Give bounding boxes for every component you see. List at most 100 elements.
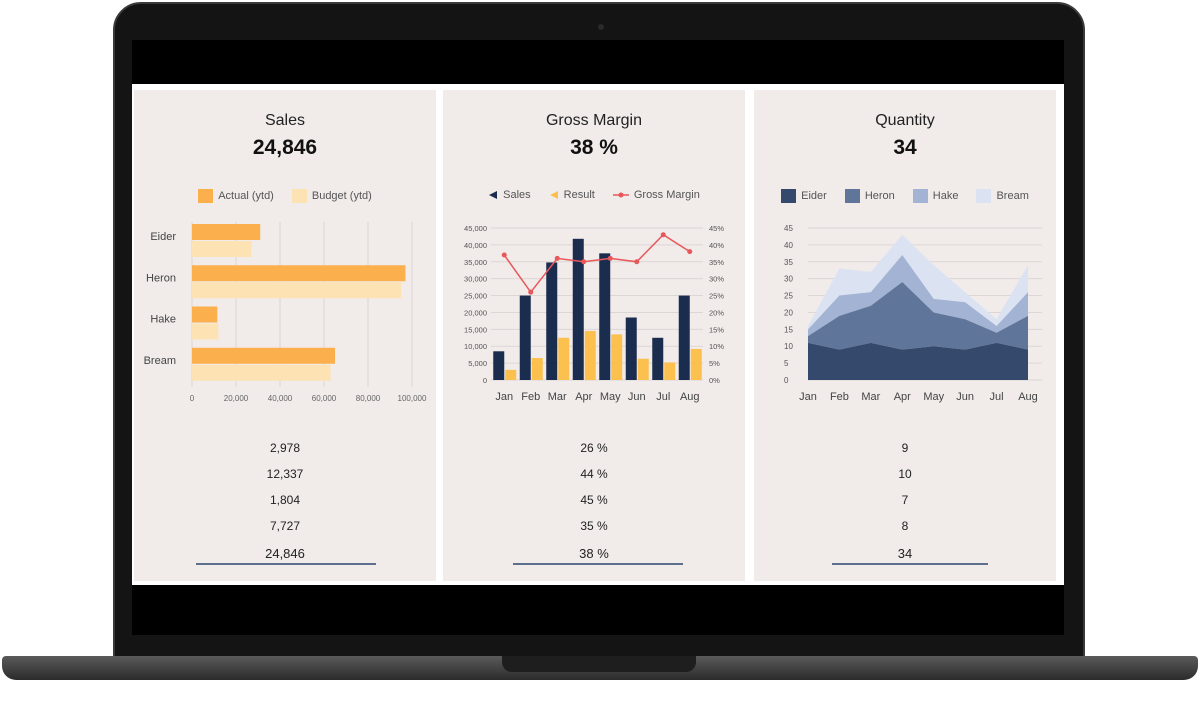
legend-item-budget[interactable]: Budget (ytd) bbox=[291, 189, 372, 203]
x-tick-label: 80,000 bbox=[356, 394, 381, 403]
quantity-area-chart: 0 5 10 15 20 25 30 35 40 45 Jan Feb Mar Apr May Jun Jul A… bbox=[784, 224, 1042, 403]
legend-label: Sales bbox=[503, 189, 531, 201]
row-value: 26 % bbox=[580, 441, 608, 455]
total-underline bbox=[196, 563, 376, 565]
y-tick-label: 30,000 bbox=[464, 275, 487, 284]
y-tick-label: 45,000 bbox=[464, 224, 487, 233]
x-tick-label: Apr bbox=[575, 391, 592, 403]
legend-item-eider[interactable]: Eider bbox=[781, 189, 827, 203]
row-value: 45 % bbox=[580, 493, 608, 507]
legend-label: Eider bbox=[801, 190, 827, 202]
y-tick-label: 40 bbox=[784, 241, 793, 250]
triangle-left-icon bbox=[489, 191, 498, 199]
y2-tick-label: 5% bbox=[709, 359, 720, 368]
gross-margin-point bbox=[634, 259, 640, 265]
legend-item-gross-margin[interactable]: Gross Margin bbox=[612, 189, 700, 201]
legend-item-heron[interactable]: Heron bbox=[844, 189, 895, 203]
panel-title: Sales bbox=[264, 112, 306, 129]
bar-actual bbox=[192, 306, 218, 323]
chart-legend: Sales Result Gross Margin bbox=[443, 189, 745, 201]
row-value: 8 bbox=[901, 519, 909, 533]
total-value: 24,846 bbox=[265, 546, 305, 561]
bar-sales bbox=[572, 238, 584, 380]
area-bream bbox=[808, 234, 1028, 330]
category-label: Bream bbox=[144, 355, 176, 367]
x-tick-label: May bbox=[923, 391, 944, 403]
y-tick-label: 20 bbox=[784, 308, 793, 317]
y-tick-label: 15,000 bbox=[464, 325, 487, 334]
legend-item-sales[interactable]: Sales bbox=[488, 189, 531, 201]
x-tick-label: 60,000 bbox=[312, 394, 337, 403]
legend-label: Hake bbox=[932, 190, 959, 202]
bar-sales bbox=[546, 262, 558, 380]
camera-icon bbox=[598, 24, 604, 30]
bar-result bbox=[611, 334, 623, 380]
y-tick-label: 30 bbox=[784, 275, 793, 284]
y-tick-label: 0 bbox=[784, 376, 789, 385]
row-value: 10 bbox=[898, 467, 912, 481]
x-tick-label: 0 bbox=[190, 394, 195, 403]
gross-margin-point bbox=[687, 249, 693, 255]
x-tick-label: 100,000 bbox=[398, 394, 427, 403]
area-hake bbox=[808, 255, 1028, 337]
gross-margin-point bbox=[660, 232, 666, 238]
bar-budget bbox=[192, 282, 401, 299]
gross-margin-point bbox=[528, 289, 534, 295]
x-tick-label: Jun bbox=[628, 391, 646, 403]
row-value: 44 % bbox=[580, 467, 608, 481]
legend-label: Budget (ytd) bbox=[311, 190, 372, 202]
panel-title: Gross Margin bbox=[545, 112, 643, 129]
legend-label: Result bbox=[563, 189, 595, 201]
legend-swatch bbox=[198, 189, 214, 203]
chart-legend: Actual (ytd) Budget (ytd) bbox=[134, 189, 436, 203]
x-tick-label: Apr bbox=[894, 391, 911, 403]
y-tick-label: 5,000 bbox=[468, 359, 487, 368]
panel-title: Quantity bbox=[875, 112, 935, 129]
row-value: 7 bbox=[901, 493, 909, 507]
sales-bar-chart: 0 20,000 40,000 60,000 80,000 100,000 Eider Her… bbox=[144, 222, 427, 403]
x-tick-label: Jul bbox=[656, 391, 670, 403]
legend-swatch bbox=[912, 189, 928, 203]
x-tick-label: 20,000 bbox=[224, 394, 249, 403]
area-heron bbox=[808, 282, 1028, 350]
y2-tick-label: 20% bbox=[709, 308, 724, 317]
legend-swatch bbox=[844, 189, 860, 203]
y-tick-label: 20,000 bbox=[464, 308, 487, 317]
x-tick-label: 40,000 bbox=[268, 394, 293, 403]
legend-label: Gross Margin bbox=[633, 189, 700, 201]
panel-kpi: 24,846 bbox=[252, 136, 318, 159]
bar-actual bbox=[192, 224, 261, 240]
bar-budget bbox=[192, 323, 219, 340]
legend-swatch bbox=[291, 189, 307, 203]
bar-budget bbox=[192, 364, 331, 381]
y2-tick-label: 15% bbox=[709, 325, 724, 334]
panel-kpi: 38 % bbox=[570, 136, 618, 159]
legend-item-hake[interactable]: Hake bbox=[912, 189, 959, 203]
legend-swatch bbox=[976, 189, 992, 203]
x-tick-label: Jan bbox=[799, 391, 817, 403]
bar-result bbox=[505, 369, 517, 380]
y2-tick-label: 35% bbox=[709, 258, 724, 267]
y-tick-label: 15 bbox=[784, 325, 793, 334]
x-tick-label: Aug bbox=[680, 391, 700, 403]
y-tick-label: 5 bbox=[784, 359, 789, 368]
bar-actual bbox=[192, 347, 335, 364]
sales-panel: Sales 24,846 Actual (ytd) Budget (ytd) 0… bbox=[134, 90, 436, 581]
bar-result bbox=[558, 337, 570, 380]
quantity-panel: Quantity 34 Eider Heron Hake Bream 0 5 10 1… bbox=[754, 90, 1056, 581]
legend-item-actual[interactable]: Actual (ytd) bbox=[198, 189, 274, 203]
legend-item-bream[interactable]: Bream bbox=[976, 189, 1029, 203]
legend-label: Bream bbox=[996, 190, 1029, 202]
y-tick-label: 35 bbox=[784, 258, 793, 267]
legend-item-result[interactable]: Result bbox=[549, 189, 595, 201]
bar-result bbox=[664, 362, 676, 380]
y2-tick-label: 10% bbox=[709, 342, 724, 351]
triangle-left-icon bbox=[549, 191, 558, 199]
total-underline bbox=[513, 563, 683, 565]
y2-tick-label: 40% bbox=[709, 241, 724, 250]
bar-sales bbox=[678, 295, 690, 380]
bar-actual bbox=[192, 265, 406, 282]
y-tick-label: 25 bbox=[784, 292, 793, 301]
total-underline bbox=[832, 563, 988, 565]
dashboard: Sales 24,846 Actual (ytd) Budget (ytd) 0… bbox=[132, 84, 1064, 585]
